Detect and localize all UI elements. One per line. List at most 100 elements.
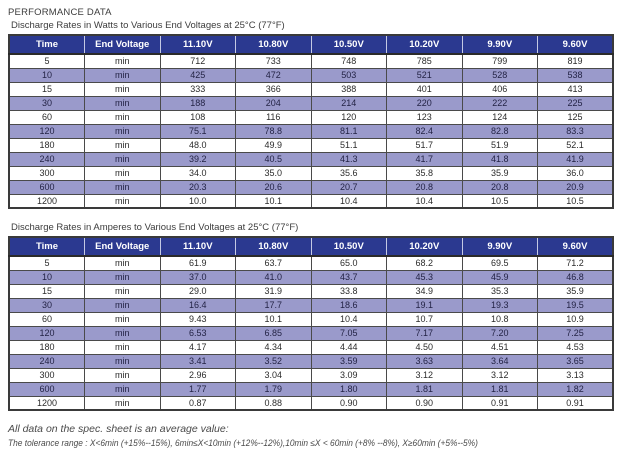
table-row: 60 min 108 116 120 123 124 125 <box>8 109 614 125</box>
footer-notes: All data on the spec. sheet is an averag… <box>8 423 614 448</box>
table-cell: 204 <box>235 95 312 111</box>
table-cell: 83.3 <box>537 123 614 139</box>
table-cell: min <box>84 381 161 397</box>
table-cell: 65.0 <box>310 255 387 271</box>
table-cell: 472 <box>235 67 312 83</box>
table-cell: min <box>84 269 161 285</box>
table-row: 180 min 48.0 49.9 51.1 51.7 51.9 52.1 <box>8 137 614 153</box>
column-header: 10.50V <box>310 237 387 257</box>
table-cell: 19.1 <box>386 297 463 313</box>
table-cell: 733 <box>235 53 312 69</box>
table-cell: 1.79 <box>235 381 312 397</box>
table-cell: 0.87 <box>159 395 236 411</box>
table-cell: 20.9 <box>537 179 614 195</box>
table-row: 240 min 3.41 3.52 3.59 3.63 3.64 3.65 <box>8 353 614 369</box>
table-row: 5 min 61.9 63.7 65.0 68.2 69.5 71.2 <box>8 255 614 271</box>
table-cell: 413 <box>537 81 614 97</box>
table-cell: 425 <box>159 67 236 83</box>
table-cell: 225 <box>537 95 614 111</box>
table-cell: 48.0 <box>159 137 236 153</box>
table-cell: min <box>84 95 161 111</box>
table-cell: 10.1 <box>235 193 312 209</box>
column-header: Time <box>9 35 85 55</box>
table-cell: 6.53 <box>159 325 236 341</box>
table-cell: 2.96 <box>159 367 236 383</box>
header-row: Time End Voltage 11.10V 10.80V 10.50V 10.20V 9… <box>9 35 613 55</box>
table-cell: 600 <box>8 179 85 195</box>
table-cell: 222 <box>461 95 538 111</box>
footer-average-note: All data on the spec. sheet is an averag… <box>8 423 229 435</box>
table-cell: 61.9 <box>159 255 236 271</box>
table-cell: 35.6 <box>310 165 387 181</box>
table-row: 180 min 4.17 4.34 4.44 4.50 4.51 4.53 <box>8 339 614 355</box>
table-cell: 36.0 <box>537 165 614 181</box>
table-cell: 30 <box>8 297 85 313</box>
table-cell: 123 <box>386 109 463 125</box>
table-cell: min <box>84 165 161 181</box>
column-header: 9.90V <box>461 35 538 55</box>
table-cell: 69.5 <box>461 255 538 271</box>
table-cell: 4.34 <box>235 339 312 355</box>
table-cell: 120 <box>8 325 85 341</box>
table-cell: 1.81 <box>386 381 463 397</box>
table-cell: min <box>84 123 161 139</box>
table-cell: 10.4 <box>386 193 463 209</box>
table-cell: 7.20 <box>461 325 538 341</box>
table-cell: 1.80 <box>310 381 387 397</box>
table-cell: 15 <box>8 81 85 97</box>
table-cell: 0.90 <box>310 395 387 411</box>
table-cell: 10.8 <box>461 311 538 327</box>
column-header: 9.60V <box>537 237 613 257</box>
table-cell: 366 <box>235 81 312 97</box>
table-cell: 401 <box>386 81 463 97</box>
table-cell: 1.77 <box>159 381 236 397</box>
table-cell: 35.9 <box>461 165 538 181</box>
table-cell: 35.8 <box>386 165 463 181</box>
table-cell: 240 <box>8 353 85 369</box>
table-cell: 35.9 <box>537 283 614 299</box>
table-cell: 41.0 <box>235 269 312 285</box>
table-row: 1200 min 0.87 0.88 0.90 0.90 0.91 0.91 <box>8 395 614 411</box>
table-cell: 188 <box>159 95 236 111</box>
table-cell: 10.0 <box>159 193 236 209</box>
table-cell: 3.41 <box>159 353 236 369</box>
table-cell: 799 <box>461 53 538 69</box>
table-cell: 41.7 <box>386 151 463 167</box>
table-cell: 3.63 <box>386 353 463 369</box>
table-cell: 19.3 <box>461 297 538 313</box>
table-cell: 0.91 <box>461 395 538 411</box>
table-row: 600 min 1.77 1.79 1.80 1.81 1.81 1.82 <box>8 381 614 397</box>
table-cell: 4.44 <box>310 339 387 355</box>
table-cell: 7.05 <box>310 325 387 341</box>
column-header: 9.90V <box>461 237 538 257</box>
table-row: 10 min 37.0 41.0 43.7 45.3 45.9 46.8 <box>8 269 614 285</box>
table-cell: 9.43 <box>159 311 236 327</box>
table-cell: 180 <box>8 137 85 153</box>
column-header: 11.10V <box>159 35 236 55</box>
table-row: 10 min 425 472 503 521 528 538 <box>8 67 614 83</box>
table-cell: 214 <box>310 95 387 111</box>
watts-discharge-table: Time End Voltage 11.10V 10.80V 10.50V 10.20V 9… <box>8 34 614 209</box>
table-cell: 3.12 <box>461 367 538 383</box>
table-cell: 1200 <box>8 395 85 411</box>
column-header: 10.80V <box>235 237 311 257</box>
table-cell: min <box>84 367 161 383</box>
table-cell: min <box>84 81 161 97</box>
table-cell: 35.3 <box>461 283 538 299</box>
table-cell: 75.1 <box>159 123 236 139</box>
table-cell: 4.17 <box>159 339 236 355</box>
table-cell: 10.5 <box>461 193 538 209</box>
table-cell: 785 <box>386 53 463 69</box>
table-cell: 51.7 <box>386 137 463 153</box>
table-cell: min <box>84 325 161 341</box>
column-header: 9.60V <box>537 35 613 55</box>
table-cell: 503 <box>310 67 387 83</box>
table-row: 15 min 29.0 31.9 33.8 34.9 35.3 35.9 <box>8 283 614 299</box>
table-cell: 17.7 <box>235 297 312 313</box>
table-cell: 3.64 <box>461 353 538 369</box>
table-cell: 4.53 <box>537 339 614 355</box>
table-cell: min <box>84 339 161 355</box>
table-cell: 528 <box>461 67 538 83</box>
table-cell: 10 <box>8 67 85 83</box>
table-cell: 46.8 <box>537 269 614 285</box>
